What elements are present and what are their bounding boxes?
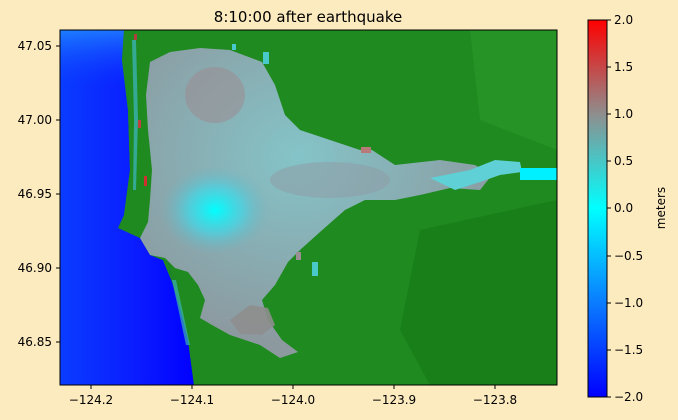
colorbar-tick-label: 1.0 [614, 107, 633, 121]
colorbar-tick-label: 0.5 [614, 154, 633, 168]
river-mouth [520, 168, 557, 180]
x-tick-label: −124.0 [271, 393, 315, 407]
south-channel [172, 280, 190, 345]
ocean-nearshore [60, 30, 128, 160]
south-spit [150, 255, 198, 385]
colorbar-gradient [587, 19, 608, 398]
y-tick-label: 46.85 [18, 335, 52, 349]
bay-shade-north [185, 67, 245, 123]
colorbar-tick-label: −1.5 [614, 343, 643, 357]
colorbar-label: meters [654, 187, 668, 229]
x-tick-label: −124.1 [170, 393, 214, 407]
bay-shade-east [270, 162, 390, 198]
red-spot [134, 34, 137, 40]
y-tick-label: 46.95 [18, 187, 52, 201]
hill-shading-north [470, 30, 557, 150]
river-channel [430, 160, 522, 190]
north-channel [132, 40, 138, 190]
south-bay-lobe [230, 305, 275, 335]
x-tick-label: −123.8 [473, 393, 517, 407]
y-tick-label: 47.00 [18, 113, 52, 127]
cyan-patch [263, 52, 269, 64]
red-spot [144, 176, 147, 186]
colorbar: 2.0 1.5 1.0 0.5 0.0 −0.5 −1.0 −1.5 −2.0 … [587, 13, 668, 404]
red-spot [361, 147, 371, 153]
x-tick-label: −124.2 [69, 393, 113, 407]
map-axes-frame [59, 29, 558, 386]
cyan-patch [312, 262, 318, 276]
x-tick-label: −123.9 [372, 393, 416, 407]
x-axis: −124.2 −124.1 −124.0 −123.9 −123.8 [69, 385, 517, 407]
entrance-jet [160, 165, 270, 255]
hill-shading [400, 200, 557, 385]
colorbar-tick-label: −2.0 [614, 390, 643, 404]
red-spot [138, 120, 141, 128]
y-tick-label: 46.90 [18, 261, 52, 275]
map-image [60, 30, 557, 385]
plot-title: 8:10:00 after earthquake [214, 8, 402, 26]
bay-water [140, 48, 492, 358]
colorbar-tick-label: 0.0 [614, 201, 633, 215]
y-tick-label: 47.05 [18, 39, 52, 53]
y-axis: 47.05 47.00 46.95 46.90 46.85 [18, 39, 60, 349]
colorbar-tick-label: −1.0 [614, 296, 643, 310]
colorbar-tick-label: 1.5 [614, 60, 633, 74]
grey-patch [296, 252, 301, 260]
colorbar-tick-label: 2.0 [614, 13, 633, 27]
north-spit [122, 30, 142, 215]
cyan-patch [232, 44, 236, 50]
colorbar-tick-label: −0.5 [614, 249, 643, 263]
